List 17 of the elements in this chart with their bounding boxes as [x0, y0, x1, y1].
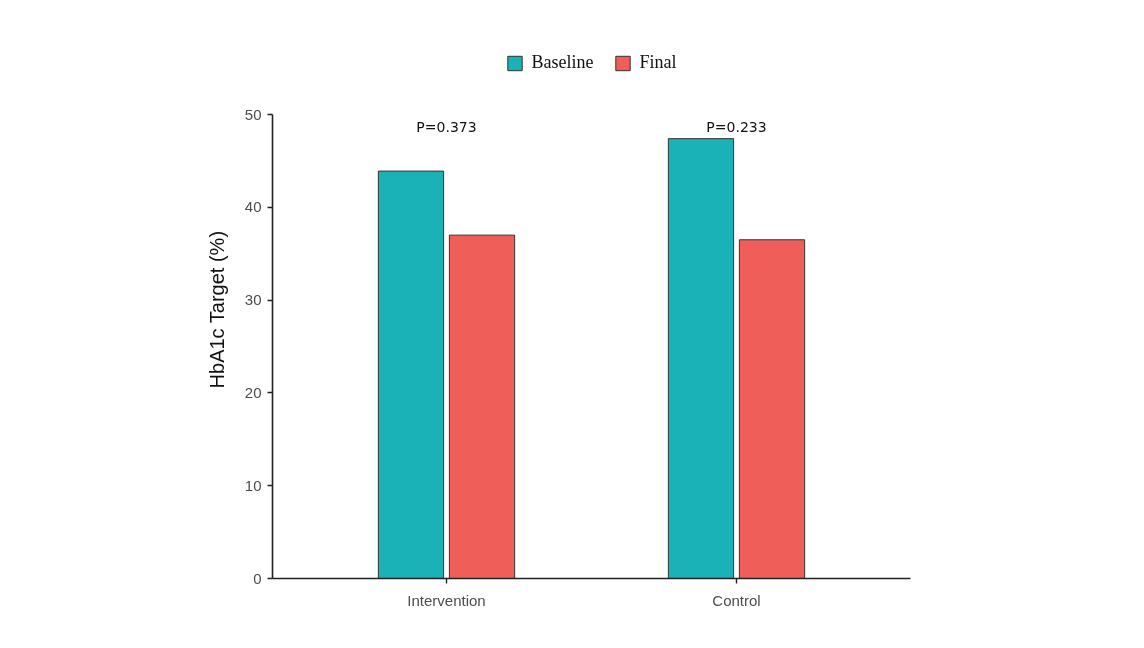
y-tick-label: 50 [244, 105, 262, 123]
bar [738, 239, 806, 579]
annotation: P=0.233 [706, 118, 767, 135]
bar [448, 234, 516, 579]
bar [667, 138, 735, 579]
y-tick-label: 20 [244, 383, 262, 401]
y-tick-label: 30 [244, 291, 262, 309]
y-tick-label: 10 [244, 476, 262, 494]
legend-label: Baseline [531, 52, 594, 73]
x-tick-label: Control [712, 591, 761, 609]
y-tick-label: 40 [244, 198, 262, 216]
bar [377, 170, 445, 579]
y-tick-label: 0 [253, 569, 262, 587]
y-axis-title: HbA1c Target (%) [205, 230, 228, 389]
annotation: P=0.373 [416, 118, 477, 135]
x-tick-label: Intervention [407, 591, 486, 609]
legend-label: Final [639, 52, 677, 73]
